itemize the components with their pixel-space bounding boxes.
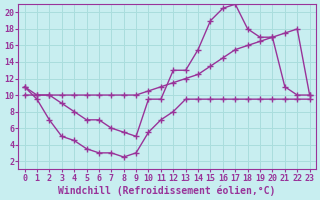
X-axis label: Windchill (Refroidissement éolien,°C): Windchill (Refroidissement éolien,°C) [58, 185, 276, 196]
